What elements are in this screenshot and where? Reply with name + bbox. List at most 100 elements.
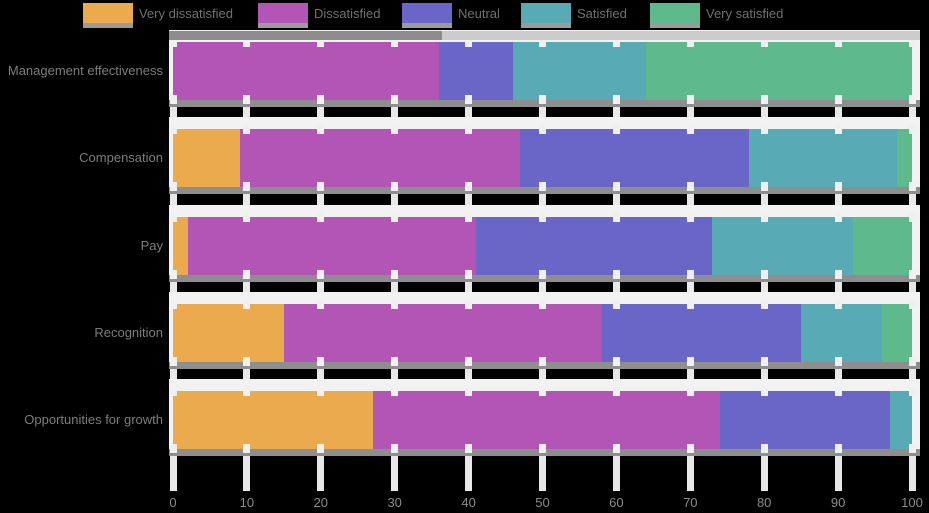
bar-segment: [475, 216, 713, 275]
gridline-notch: [760, 182, 768, 192]
gridline-notch: [243, 356, 251, 366]
gridline-notch: [391, 212, 399, 222]
gridline-notch: [760, 444, 768, 453]
gridline-notch: [834, 299, 842, 309]
bar-segment: [173, 42, 440, 100]
gridline-notch: [317, 95, 325, 104]
gridline-notch: [539, 356, 546, 366]
gridline-notch: [539, 387, 546, 396]
gridline-notch: [908, 444, 916, 453]
legend-swatch-icon: [650, 3, 700, 23]
gridline-notch: [391, 387, 399, 396]
x-axis-tick-label: 30: [387, 495, 402, 510]
bar-segment: [719, 391, 890, 449]
gridline-notch: [391, 125, 399, 135]
gridline-notch: [317, 387, 325, 396]
gridline-notch: [612, 444, 620, 453]
y-axis-label: Opportunities for growth: [24, 412, 163, 427]
gridline-notch: [686, 444, 694, 453]
gridline-notch: [317, 38, 325, 47]
gridline-notch: [465, 444, 473, 453]
gridline-notch: [760, 356, 768, 366]
gridline-notch: [539, 182, 546, 192]
gridline-notch: [834, 387, 842, 396]
bar-segment: [173, 216, 188, 275]
gridline-notch: [908, 95, 916, 104]
gridline-notch: [243, 95, 251, 104]
gridline-notch: [169, 182, 177, 192]
bar-segment: [439, 42, 513, 100]
legend-label: Neutral: [458, 5, 500, 21]
gridline-notch: [612, 299, 620, 309]
gridline-notch: [612, 356, 620, 366]
bar-segment: [239, 129, 521, 188]
gridline-notch: [391, 356, 399, 366]
bar-segment: [897, 129, 912, 188]
bar-segment: [512, 42, 646, 100]
bar-segment: [882, 303, 912, 362]
bar-segment: [173, 129, 240, 188]
bar-segment: [712, 216, 853, 275]
gridline-notch: [760, 212, 768, 222]
legend-item-very-satisfied[interactable]: Very satisfied: [650, 2, 783, 24]
gridline-notch: [908, 299, 916, 309]
gridline-notch: [834, 95, 842, 104]
gridline-notch: [686, 356, 694, 366]
gridline-notch: [760, 269, 768, 279]
gridline-notch: [391, 444, 399, 453]
x-axis-tick-label: 0: [169, 495, 177, 510]
gridline-notch: [834, 182, 842, 192]
gridline-notch: [465, 182, 473, 192]
gridline-notch: [465, 387, 473, 396]
y-axis-label: Compensation: [79, 150, 163, 166]
gridline-notch: [317, 269, 325, 279]
x-axis-tick-label: 40: [461, 495, 476, 510]
gridline-notch: [243, 387, 251, 396]
gridline-notch: [612, 387, 620, 396]
gridline-notch: [243, 182, 251, 192]
x-axis-tick-label: 20: [313, 495, 329, 510]
gridline-notch: [612, 125, 620, 135]
gridline-notch: [686, 299, 694, 309]
gridline-notch: [760, 95, 768, 104]
gridline-notch: [317, 182, 325, 192]
gridline-notch: [612, 182, 620, 192]
gridline-notch: [317, 356, 325, 366]
gridline-notch: [834, 38, 842, 47]
gridline-notch: [243, 38, 251, 47]
gridline-notch: [465, 356, 473, 366]
legend-item-satisfied[interactable]: Satisfied: [521, 2, 627, 24]
gridline-notch: [465, 95, 473, 104]
gridline-notch: [317, 212, 325, 222]
gridline-notch: [686, 182, 694, 192]
gridline-notch: [465, 212, 473, 222]
gridline-notch: [169, 95, 177, 104]
x-axis-tick-label: 70: [683, 495, 698, 510]
bar-segment: [749, 129, 898, 188]
gridline-notch: [465, 38, 473, 47]
gridline-notch: [686, 125, 694, 135]
gridline-notch: [834, 125, 842, 135]
legend-item-very-dissatisfied[interactable]: Very dissatisfied: [83, 2, 233, 24]
gridline-notch: [686, 38, 694, 47]
gridline-notch: [686, 95, 694, 104]
gridline-notch: [686, 387, 694, 396]
plot-top-shadow-light: [442, 31, 920, 40]
gridline-notch: [908, 125, 916, 135]
gridline-notch: [169, 356, 177, 366]
plot-top-shadow-dark: [169, 31, 442, 40]
legend-item-neutral[interactable]: Neutral: [402, 2, 500, 24]
gridline-notch: [539, 212, 546, 222]
bar-segment: [173, 303, 284, 362]
gridline-notch: [539, 444, 546, 453]
y-axis-label: Recognition: [94, 324, 163, 340]
bar-segment: [187, 216, 476, 275]
legend-item-dissatisfied[interactable]: Dissatisfied: [258, 2, 380, 24]
gridline-notch: [908, 356, 916, 366]
bar-segment: [173, 391, 373, 449]
gridline-notch: [243, 299, 251, 309]
bar-segment: [372, 391, 720, 449]
gridline-notch: [465, 299, 473, 309]
legend-swatch-icon: [258, 3, 308, 23]
gridline-notch: [908, 212, 916, 222]
